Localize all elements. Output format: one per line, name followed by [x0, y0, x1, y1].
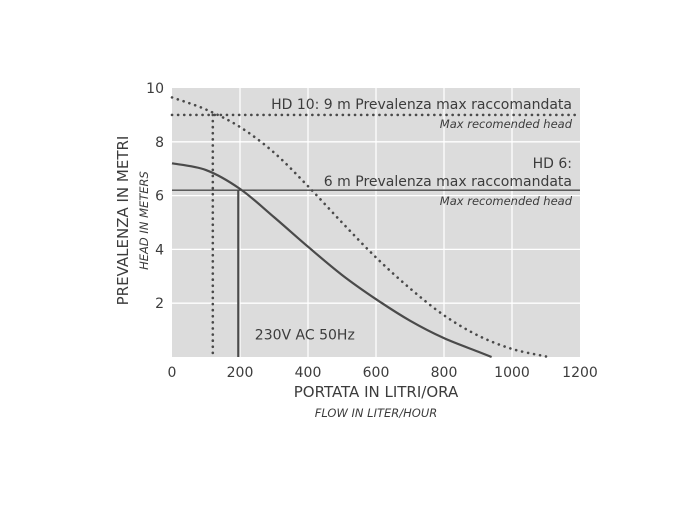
x-tick-label: 800	[431, 365, 458, 381]
x-tick-label: 600	[363, 365, 390, 381]
y-tick-label: 8	[155, 135, 164, 151]
x-tick-label: 0	[168, 365, 177, 381]
x-axis-subtitle: FLOW IN LITER/HOUR	[315, 406, 437, 420]
hd10-max-head-label: HD 10: 9 m Prevalenza max raccomandata	[271, 97, 572, 113]
y-tick-label: 10	[146, 81, 164, 97]
y-axis-title: PREVALENZA IN METRI	[114, 136, 132, 306]
voltage-annotation: 230V AC 50Hz	[255, 328, 355, 344]
hd10-max-head-sublabel: Max recomended head	[440, 117, 573, 131]
y-axis-subtitle: HEAD IN METERS	[137, 171, 151, 270]
hd6-model-label: HD 6:	[533, 156, 572, 172]
x-tick-label: 1200	[562, 365, 598, 381]
hd6-max-head-sublabel: Max recomended head	[440, 194, 573, 208]
y-tick-label: 4	[155, 242, 164, 258]
hd6-max-head-label: 6 m Prevalenza max raccomandata	[324, 174, 572, 190]
x-axis-title: PORTATA IN LITRI/ORA	[294, 383, 459, 401]
x-tick-label: 200	[227, 365, 254, 381]
x-tick-label: 400	[295, 365, 322, 381]
hd6-curve	[171, 162, 493, 359]
x-tick-label: 1000	[494, 365, 530, 381]
hd10-curve	[170, 96, 548, 358]
y-tick-label: 6	[155, 189, 164, 205]
y-tick-label: 2	[155, 296, 164, 312]
